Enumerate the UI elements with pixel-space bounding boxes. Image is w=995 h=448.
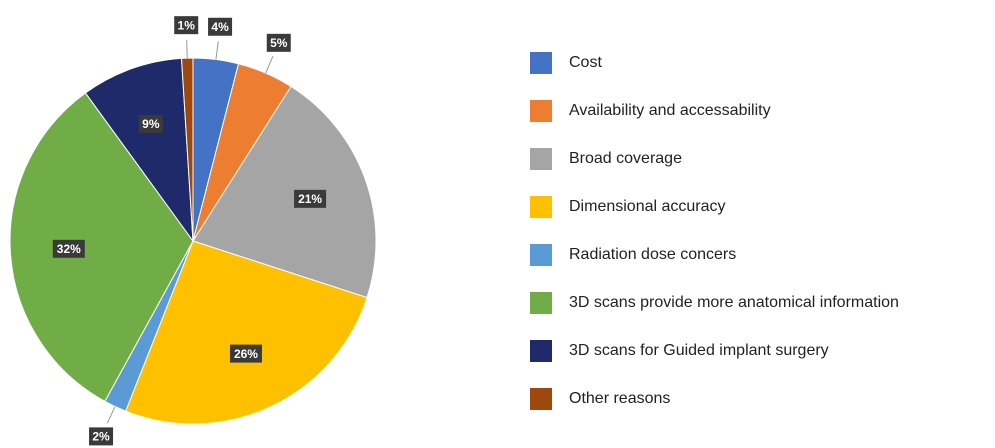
legend-label: Broad coverage <box>569 150 682 167</box>
data-label-box <box>229 344 262 363</box>
legend-swatch <box>530 100 552 122</box>
legend-swatch <box>530 196 552 218</box>
data-label-box <box>266 33 291 52</box>
legend-label: 3D scans for Guided implant surgery <box>569 342 829 359</box>
data-label-box <box>52 239 85 258</box>
legend-label: Other reasons <box>569 390 670 407</box>
pie-slice <box>192 85 377 299</box>
pie-slice <box>9 92 194 403</box>
data-label-box <box>138 114 163 133</box>
leader-line <box>106 406 116 424</box>
data-label: 32% <box>57 242 81 256</box>
legend-label: Availability and accessability <box>569 102 771 119</box>
data-label: 2% <box>92 430 110 444</box>
legend-label: 3D scans provide more anatomical informa… <box>569 294 899 311</box>
data-label-box <box>89 427 114 446</box>
legend-label: Dimensional accuracy <box>569 198 726 215</box>
data-label-box <box>174 16 199 35</box>
leader-line <box>186 39 188 59</box>
data-label: 21% <box>298 192 322 206</box>
legend-swatch <box>530 292 552 314</box>
leader-line <box>215 41 219 60</box>
data-label: 26% <box>234 347 258 361</box>
legend-swatch <box>530 52 552 74</box>
legend-swatch <box>530 244 552 266</box>
pie-slice <box>84 57 194 243</box>
pie-slice <box>124 240 368 425</box>
leader-line <box>265 56 274 74</box>
data-label-box <box>208 17 233 36</box>
legend-swatch <box>530 340 552 362</box>
data-label: 5% <box>270 36 288 50</box>
legend-label: Radiation dose concers <box>569 246 736 263</box>
legend-swatch <box>530 148 552 170</box>
data-label-box <box>294 189 327 208</box>
legend-swatch <box>530 388 552 410</box>
legend-label: Cost <box>569 54 602 71</box>
data-label: 9% <box>142 117 160 131</box>
data-label: 1% <box>178 18 196 32</box>
data-label: 4% <box>211 20 229 34</box>
